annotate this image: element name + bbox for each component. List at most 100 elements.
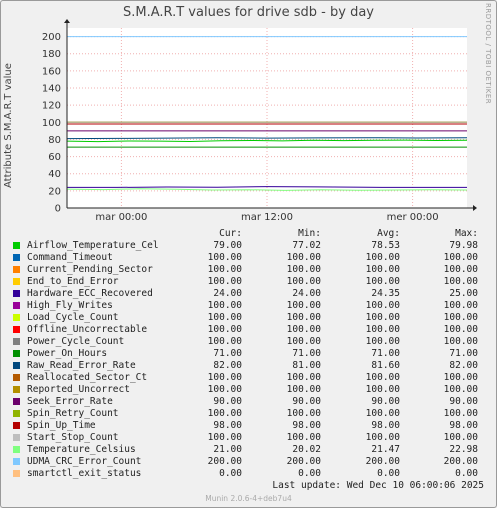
legend-cur-value: 24.00	[213, 288, 242, 299]
legend-swatch	[13, 470, 20, 477]
legend-avg-value: 100.00	[365, 372, 400, 383]
legend-swatch	[13, 362, 20, 369]
legend-swatch	[13, 434, 20, 441]
legend-avg-value: 71.00	[371, 348, 400, 359]
x-axis-arrow	[473, 205, 477, 211]
legend-row: Load_Cycle_Count 100.00 100.00 100.00 100.00	[0, 312, 497, 324]
legend-min-value: 90.00	[292, 396, 321, 407]
legend-cur-value: 100.00	[207, 384, 242, 395]
legend-cur-value: 100.00	[207, 252, 242, 263]
legend-swatch	[13, 338, 20, 345]
legend-series-name: Power_On_Hours	[27, 348, 108, 359]
legend-cur-value: 79.00	[213, 240, 242, 251]
legend-swatch	[13, 302, 20, 309]
legend-avg-value: 100.00	[365, 432, 400, 443]
legend-min-value: 100.00	[286, 300, 321, 311]
legend-swatch	[13, 254, 20, 261]
legend-row: smartctl_exit_status 0.00 0.00 0.00 0.00	[0, 468, 497, 480]
legend-min-value: 200.00	[286, 456, 321, 467]
legend-avg-value: 98.00	[371, 420, 400, 431]
legend-max-value: 100.00	[443, 324, 478, 335]
legend-min-value: 77.02	[292, 240, 321, 251]
legend-avg-value: 78.53	[371, 240, 400, 251]
legend-max-value: 100.00	[443, 300, 478, 311]
series-line-17	[66, 188, 468, 191]
legend-max-value: 100.00	[443, 276, 478, 287]
legend-max-value: 100.00	[443, 432, 478, 443]
legend-cur-value: 100.00	[207, 372, 242, 383]
x-tick-label: mar 00:00	[95, 212, 147, 223]
legend-row: Offline_Uncorrectable 100.00 100.00 100.00 1…	[0, 324, 497, 336]
legend-series-name: Spin_Up_Time	[27, 420, 96, 431]
legend-min-value: 100.00	[286, 408, 321, 419]
legend-max-value: 0.00	[455, 468, 478, 479]
legend-series-name: Start_Stop_Count	[27, 432, 119, 443]
legend-min-value: 100.00	[286, 372, 321, 383]
legend-cur-value: 82.00	[213, 360, 242, 371]
legend-series-name: Reallocated_Sector_Ct	[27, 372, 148, 383]
legend-max-value: 100.00	[443, 312, 478, 323]
legend-max-value: 82.00	[449, 360, 478, 371]
legend-cur-value: 100.00	[207, 432, 242, 443]
legend-row: Temperature_Celsius 21.00 20.02 21.47 22.98	[0, 444, 497, 456]
y-tick-label: 140	[42, 84, 61, 95]
legend-min-value: 71.00	[292, 348, 321, 359]
legend-avg-value: 24.35	[371, 288, 400, 299]
legend-min-value: 100.00	[286, 264, 321, 275]
legend-swatch	[13, 242, 20, 249]
legend-cur-value: 100.00	[207, 336, 242, 347]
legend-avg-value: 0.00	[377, 468, 400, 479]
legend-header-min: Min:	[298, 228, 321, 239]
legend-max-value: 100.00	[443, 336, 478, 347]
legend-row: Raw_Read_Error_Rate 82.00 81.00 81.60 82.00	[0, 360, 497, 372]
legend-row: Power_On_Hours 71.00 71.00 71.00 71.00	[0, 348, 497, 360]
x-tick-label: mer 00:00	[387, 212, 439, 223]
legend-row: Reallocated_Sector_Ct 100.00 100.00 100.00 1…	[0, 372, 497, 384]
legend-series-name: Reported_Uncorrect	[27, 384, 130, 395]
legend-header-max: Max:	[455, 228, 478, 239]
legend-cur-value: 100.00	[207, 276, 242, 287]
legend-cur-value: 90.00	[213, 396, 242, 407]
legend-cur-value: 0.00	[219, 468, 242, 479]
y-tick-label: 120	[42, 101, 61, 112]
series-line-0	[66, 139, 468, 143]
legend-avg-value: 100.00	[365, 336, 400, 347]
legend-max-value: 100.00	[443, 372, 478, 383]
legend-avg-value: 100.00	[365, 300, 400, 311]
legend-avg-value: 200.00	[365, 456, 400, 467]
legend-swatch	[13, 266, 20, 273]
y-tick-label: 200	[42, 32, 61, 43]
legend-row: Power_Cycle_Count 100.00 100.00 100.00 100.0…	[0, 336, 497, 348]
legend-avg-value: 100.00	[365, 264, 400, 275]
y-tick-label: 40	[48, 169, 61, 180]
legend-cur-value: 98.00	[213, 420, 242, 431]
legend-row: End_to_End_Error 100.00 100.00 100.00 100.00	[0, 276, 497, 288]
legend-max-value: 100.00	[443, 408, 478, 419]
rrdtool-credit: RRDTOOL / TOBI OETIKER	[484, 3, 492, 105]
legend-max-value: 90.00	[449, 396, 478, 407]
legend-cur-value: 200.00	[207, 456, 242, 467]
x-tick-label: mar 12:00	[241, 212, 293, 223]
legend-min-value: 100.00	[286, 312, 321, 323]
legend-avg-value: 90.00	[371, 396, 400, 407]
legend-row: Reported_Uncorrect 100.00 100.00 100.00 100.…	[0, 384, 497, 396]
legend-min-value: 100.00	[286, 324, 321, 335]
legend-cur-value: 21.00	[213, 444, 242, 455]
legend-series-name: Raw_Read_Error_Rate	[27, 360, 136, 371]
legend-series-name: smartctl_exit_status	[27, 468, 142, 479]
series-line-4	[67, 186, 467, 188]
legend-cur-value: 100.00	[207, 324, 242, 335]
legend-header-avg: Avg:	[377, 228, 400, 239]
legend-cur-value: 100.00	[207, 264, 242, 275]
legend-series-name: Power_Cycle_Count	[27, 336, 125, 347]
legend-cur-value: 100.00	[207, 312, 242, 323]
legend-series-name: Offline_Uncorrectable	[27, 324, 148, 335]
legend-avg-value: 21.47	[371, 444, 400, 455]
legend-min-value: 100.00	[286, 336, 321, 347]
y-tick-label: 80	[48, 135, 61, 146]
legend-series-name: High_Fly_Writes	[27, 300, 113, 311]
legend-avg-value: 100.00	[365, 408, 400, 419]
legend-row: Hardware_ECC_Recovered 24.00 24.00 24.35 25.…	[0, 288, 497, 300]
legend-row: Spin_Retry_Count 100.00 100.00 100.00 100.00	[0, 408, 497, 420]
legend-avg-value: 100.00	[365, 276, 400, 287]
